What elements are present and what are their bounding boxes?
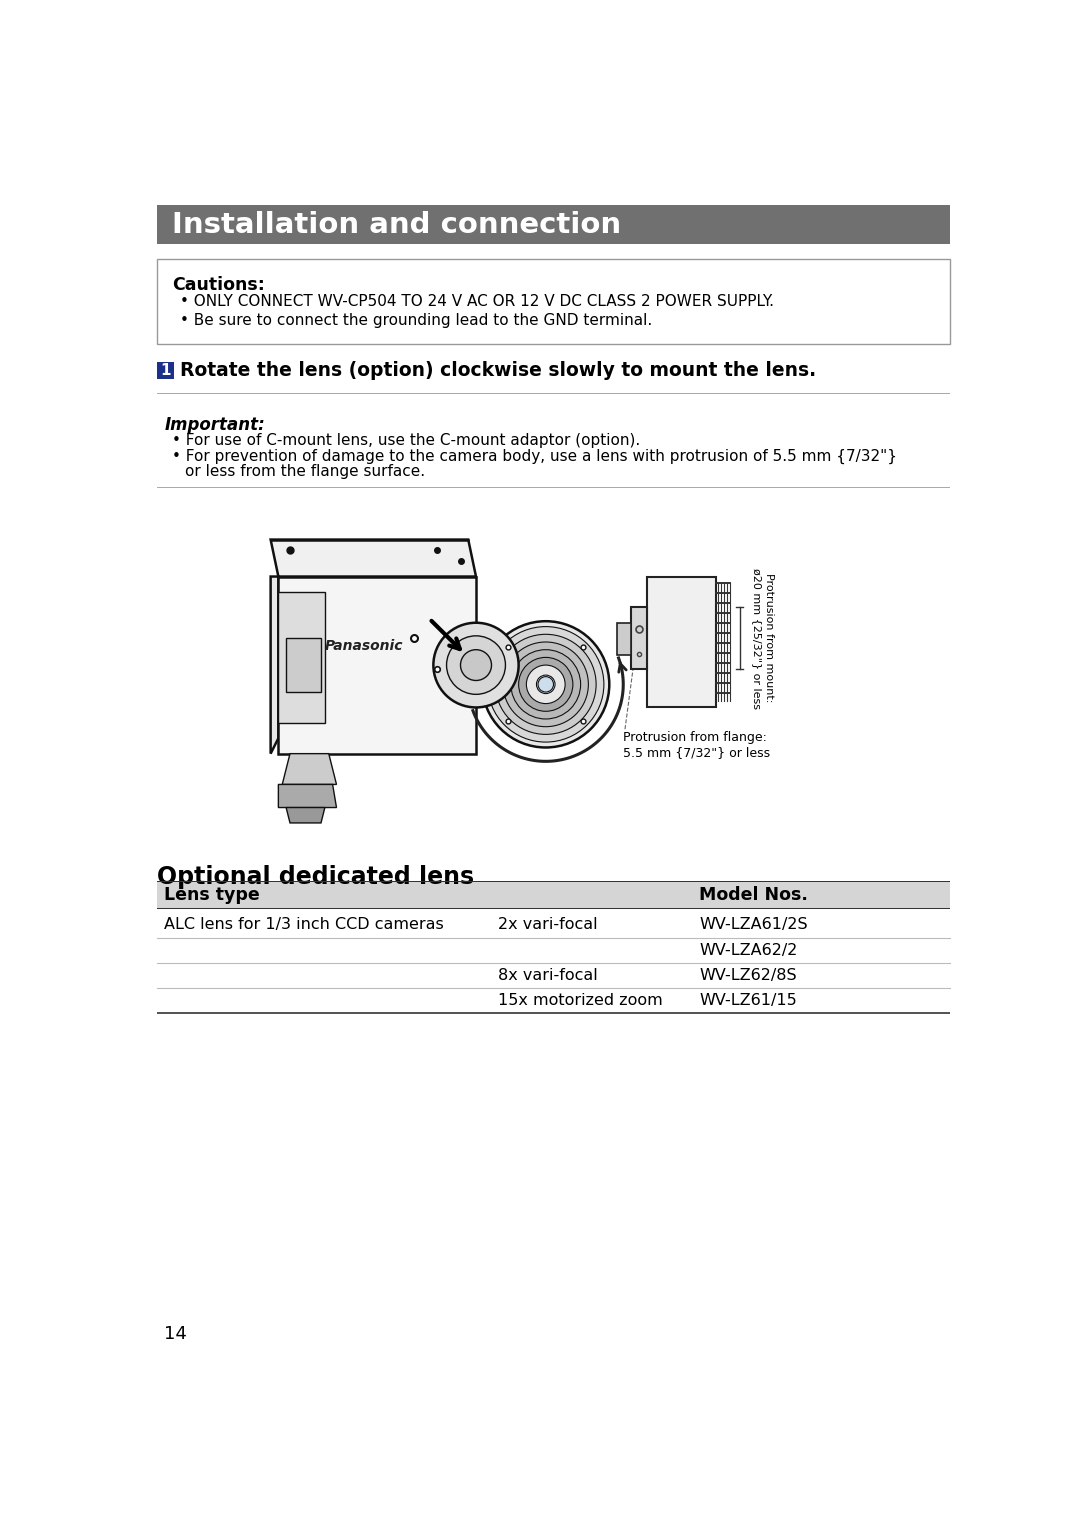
- Bar: [157, 259, 950, 345]
- Text: Protrusion from flange:
5.5 mm {7/32"} or less: Protrusion from flange: 5.5 mm {7/32"} o…: [623, 731, 770, 758]
- Text: Optional dedicated lens: Optional dedicated lens: [157, 866, 474, 889]
- Polygon shape: [282, 754, 337, 784]
- Text: Lens type: Lens type: [164, 887, 260, 904]
- Text: Important:: Important:: [164, 417, 266, 435]
- Polygon shape: [279, 784, 337, 807]
- Text: 15x motorized zoom: 15x motorized zoom: [498, 993, 662, 1008]
- Circle shape: [433, 622, 518, 708]
- Text: Cautions:: Cautions:: [172, 276, 265, 294]
- Circle shape: [538, 677, 554, 692]
- Circle shape: [503, 642, 589, 726]
- Text: Panasonic: Panasonic: [324, 639, 403, 653]
- Polygon shape: [647, 576, 716, 708]
- Bar: [157, 205, 950, 244]
- Polygon shape: [286, 639, 321, 692]
- Text: • Be sure to connect the grounding lead to the GND terminal.: • Be sure to connect the grounding lead …: [180, 313, 652, 328]
- Polygon shape: [631, 607, 647, 669]
- Text: 14: 14: [164, 1325, 187, 1342]
- Text: • ONLY CONNECT WV-CP504 TO 24 V AC OR 12 V DC CLASS 2 POWER SUPPLY.: • ONLY CONNECT WV-CP504 TO 24 V AC OR 12…: [180, 294, 774, 309]
- Bar: [157, 363, 174, 380]
- Text: Rotate the lens (option) clockwise slowly to mount the lens.: Rotate the lens (option) clockwise slowl…: [180, 362, 816, 380]
- Circle shape: [518, 657, 572, 711]
- Circle shape: [537, 676, 555, 694]
- Text: WV-LZ62/8S: WV-LZ62/8S: [699, 968, 797, 984]
- Circle shape: [482, 620, 609, 748]
- Polygon shape: [286, 807, 325, 823]
- Text: Model Nos.: Model Nos.: [699, 887, 808, 904]
- Circle shape: [460, 650, 491, 680]
- Text: WV-LZA62/2: WV-LZA62/2: [699, 944, 797, 958]
- Text: Installation and connection: Installation and connection: [172, 210, 621, 239]
- Text: ALC lens for 1/3 inch CCD cameras: ALC lens for 1/3 inch CCD cameras: [164, 918, 444, 931]
- Text: 8x vari-focal: 8x vari-focal: [498, 968, 597, 984]
- Text: Protrusion from mount:
ø20 mm {25/32"} or less: Protrusion from mount: ø20 mm {25/32"} o…: [752, 568, 773, 709]
- Text: • For prevention of damage to the camera body, use a lens with protrusion of 5.5: • For prevention of damage to the camera…: [172, 449, 897, 464]
- Text: or less from the flange surface.: or less from the flange surface.: [186, 464, 426, 480]
- Text: 2x vari-focal: 2x vari-focal: [498, 918, 597, 931]
- Circle shape: [496, 634, 596, 734]
- Polygon shape: [279, 576, 476, 754]
- Text: WV-LZA61/2S: WV-LZA61/2S: [699, 918, 808, 931]
- Polygon shape: [617, 622, 631, 656]
- Circle shape: [526, 665, 565, 703]
- Circle shape: [446, 636, 505, 694]
- Circle shape: [511, 650, 581, 719]
- Polygon shape: [279, 591, 325, 723]
- Text: WV-LZ61/15: WV-LZ61/15: [699, 993, 797, 1008]
- Text: • For use of C-mount lens, use the C-mount adaptor (option).: • For use of C-mount lens, use the C-mou…: [172, 434, 640, 449]
- Bar: [157, 882, 950, 908]
- Polygon shape: [271, 539, 476, 576]
- Text: 1: 1: [160, 363, 171, 378]
- Circle shape: [488, 627, 604, 741]
- Polygon shape: [271, 576, 279, 754]
